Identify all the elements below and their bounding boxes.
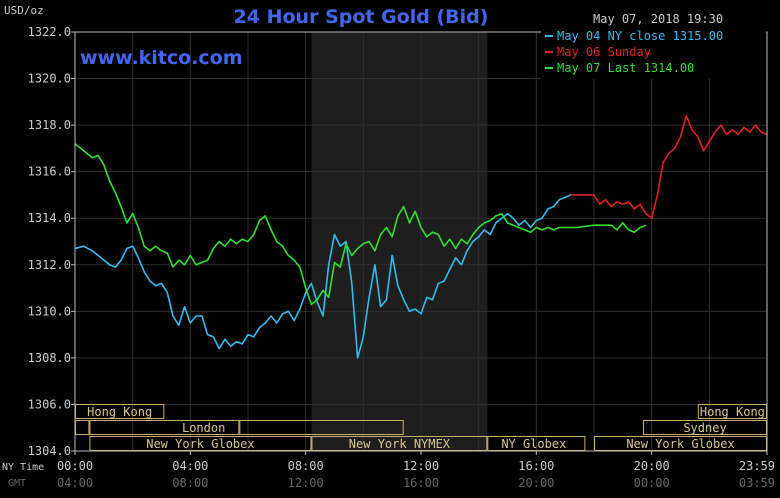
y-tick-label: 1316.0 bbox=[28, 165, 71, 179]
nymex-highlight bbox=[311, 32, 488, 451]
x-tick-label-ny: 23:59 bbox=[739, 459, 775, 473]
y-tick-label: 1306.0 bbox=[28, 397, 71, 411]
ny-time-row-label: NY Time bbox=[2, 462, 44, 473]
watermark: www.kitco.com bbox=[80, 47, 243, 69]
y-tick-label: 1314.0 bbox=[28, 211, 71, 225]
x-tick-label-ny: 00:00 bbox=[57, 459, 93, 473]
series-line-1 bbox=[74, 194, 572, 359]
x-tick-label-ny: 16:00 bbox=[518, 459, 554, 473]
y-tick-label: 1310.0 bbox=[28, 304, 71, 318]
y-tick-label: 1318.0 bbox=[28, 118, 71, 132]
x-tick-label-gmt: 08:00 bbox=[172, 476, 208, 490]
y-tick-label: 1312.0 bbox=[28, 258, 71, 272]
session-label: NY Globex bbox=[501, 437, 566, 451]
session-label: Hong Kong bbox=[87, 405, 152, 419]
session-label: New York Globex bbox=[626, 437, 734, 451]
unit-label: USD/oz bbox=[4, 4, 44, 17]
x-tick-label-ny: 20:00 bbox=[634, 459, 670, 473]
x-tick-label-gmt: 00:00 bbox=[634, 476, 670, 490]
timestamp: May 07, 2018 19:30 bbox=[593, 12, 723, 26]
x-tick-label-gmt: 12:00 bbox=[288, 476, 324, 490]
legend-background bbox=[541, 29, 766, 79]
series-line-2 bbox=[570, 115, 768, 219]
session-box bbox=[239, 420, 404, 435]
y-tick-label: 1308.0 bbox=[28, 351, 71, 365]
x-tick-label-ny: 12:00 bbox=[403, 459, 439, 473]
series-lines bbox=[74, 115, 768, 359]
axes: 1322.0 1320.0 1318.0 1316.0 1314.0 1312.0 1310… bbox=[2, 25, 775, 490]
market-sessions: Hong Kong London New York Globex New York N… bbox=[75, 404, 767, 451]
session-label: Hong Kong bbox=[700, 405, 765, 419]
x-tick-label-gmt: 03:59 bbox=[739, 476, 775, 490]
legend-entry: May 04 NY close 1315.00 bbox=[557, 29, 723, 43]
x-tick-label-ny: 04:00 bbox=[172, 459, 208, 473]
x-tick-label-gmt: 16:00 bbox=[403, 476, 439, 490]
y-tick-label: 1320.0 bbox=[28, 72, 71, 86]
session-label: New York Globex bbox=[146, 437, 254, 451]
x-tick-label-ny: 08:00 bbox=[288, 459, 324, 473]
y-tick-label: 1322.0 bbox=[28, 25, 71, 39]
series-line-3 bbox=[74, 143, 647, 306]
session-label: London bbox=[182, 421, 225, 435]
y-tick-label: 1304.0 bbox=[28, 444, 71, 458]
x-tick-label-gmt: 04:00 bbox=[57, 476, 93, 490]
legend: May 04 NY close 1315.00 May 06 Sunday May … bbox=[541, 29, 766, 79]
session-label: New York NYMEX bbox=[349, 437, 451, 451]
x-tick-label-gmt: 20:00 bbox=[518, 476, 554, 490]
chart-title: 24 Hour Spot Gold (Bid) bbox=[234, 6, 489, 28]
session-label: Sydney bbox=[683, 421, 726, 435]
legend-entry: May 07 Last 1314.00 bbox=[557, 61, 694, 75]
legend-entry: May 06 Sunday bbox=[557, 45, 651, 59]
session-box bbox=[89, 420, 240, 435]
gmt-row-label: GMT bbox=[8, 478, 26, 489]
